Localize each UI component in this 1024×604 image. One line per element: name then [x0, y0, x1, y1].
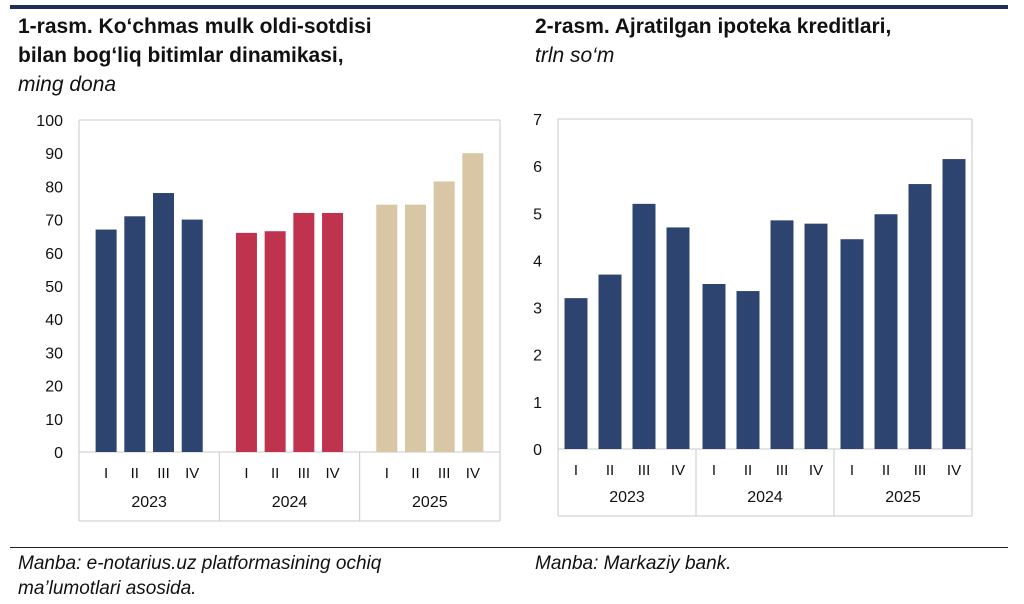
left-bar	[235, 232, 257, 452]
right-y-tick-label: 7	[533, 112, 542, 129]
right-source-line-1: Manba: Markaziy bank.	[535, 553, 732, 574]
left-title-line-1: 1-rasm. Ko‘chmas mulk oldi-sotdisi	[18, 15, 372, 38]
left-bar	[153, 193, 175, 453]
right-x-tick-label: IV	[947, 462, 961, 479]
right-x-tick-label: I	[712, 462, 716, 479]
right-bar	[632, 203, 656, 449]
right-bar	[874, 214, 898, 449]
left-source: Manba: e-notarius.uz platformasining och…	[18, 551, 381, 601]
left-x-tick-label: III	[157, 465, 170, 482]
right-bar	[598, 274, 622, 449]
left-y-tick-label: 60	[45, 246, 63, 263]
left-y-tick-label: 30	[45, 345, 63, 362]
left-y-tick-label: 90	[45, 146, 63, 163]
left-y-tick-label: 40	[45, 312, 63, 329]
right-bar	[840, 239, 864, 449]
right-y-tick-label: 3	[533, 301, 542, 318]
left-y-tick-label: 20	[45, 379, 63, 396]
left-bar	[376, 204, 398, 452]
left-bar	[433, 181, 455, 453]
left-bar	[264, 231, 286, 452]
right-title-line-1: 2-rasm. Ajratilgan ipoteka kreditlari,	[535, 15, 892, 38]
right-bar	[666, 227, 690, 449]
left-y-tick-label: 10	[45, 412, 63, 429]
left-bar	[404, 204, 426, 452]
left-y-tick-label: 80	[45, 179, 63, 196]
right-bar	[564, 298, 588, 449]
right-y-tick-label: 0	[533, 442, 542, 459]
left-x-tick-label: II	[411, 465, 419, 482]
left-year-label: 2025	[412, 494, 448, 511]
left-x-tick-label: II	[271, 465, 279, 482]
left-x-tick-label: I	[244, 465, 248, 482]
right-x-tick-label: II	[744, 462, 752, 479]
right-x-tick-label: IV	[671, 462, 685, 479]
left-source-line-1: Manba: e-notarius.uz platformasining och…	[18, 553, 382, 574]
right-y-tick-label: 5	[533, 206, 542, 223]
left-bar	[124, 216, 146, 452]
right-x-tick-label: II	[606, 462, 614, 479]
right-x-tick-label: III	[914, 462, 927, 479]
right-y-tick-label: 1	[533, 395, 542, 412]
left-x-tick-label: III	[438, 465, 451, 482]
left-bar	[293, 212, 315, 452]
left-year-label: 2023	[131, 494, 167, 511]
left-x-tick-label: IV	[325, 465, 339, 482]
right-figure: 2-rasm. Ajratilgan ipoteka kreditlari, t…	[515, 0, 1024, 604]
right-y-tick-label: 6	[533, 159, 542, 176]
right-x-tick-label: III	[638, 462, 651, 479]
left-title: 1-rasm. Ko‘chmas mulk oldi-sotdisi bilan…	[18, 12, 372, 99]
right-year-label: 2023	[609, 489, 645, 506]
left-figure: 1-rasm. Ko‘chmas mulk oldi-sotdisi bilan…	[18, 12, 501, 601]
right-bar	[702, 284, 726, 449]
right-x-tick-label: IV	[809, 462, 823, 479]
bottom-rule	[10, 547, 1008, 548]
right-year-label: 2025	[885, 489, 921, 506]
left-x-tick-label: II	[131, 465, 139, 482]
right-bar	[736, 291, 760, 449]
right-title: 2-rasm. Ajratilgan ipoteka kreditlari, t…	[535, 12, 891, 70]
left-x-tick-label: IV	[466, 465, 480, 482]
top-rule	[10, 5, 1008, 9]
left-y-tick-label: 50	[45, 279, 63, 296]
left-x-tick-label: III	[298, 465, 311, 482]
right-unit: trln so‘m	[535, 44, 615, 67]
left-y-tick-label: 0	[54, 445, 63, 462]
left-unit: ming dona	[18, 73, 117, 96]
right-x-tick-label: I	[850, 462, 854, 479]
right-y-tick-label: 2	[533, 348, 542, 365]
left-bar	[462, 153, 484, 452]
left-bar	[322, 212, 344, 452]
left-y-tick-label: 100	[36, 113, 63, 130]
left-y-tick-label: 70	[45, 213, 63, 230]
right-bar	[908, 184, 932, 450]
right-bar	[942, 159, 966, 450]
left-bar	[95, 229, 117, 452]
right-source: Manba: Markaziy bank.	[535, 551, 731, 576]
left-year-label: 2024	[272, 494, 308, 511]
right-bar	[770, 220, 794, 449]
right-y-tick-label: 4	[533, 253, 542, 270]
left-source-line-2: ma’lumotlari asosida.	[18, 578, 197, 599]
right-x-tick-label: II	[882, 462, 890, 479]
left-x-tick-label: IV	[185, 465, 199, 482]
right-x-tick-label: I	[574, 462, 578, 479]
left-bar	[181, 219, 203, 452]
right-year-label: 2024	[747, 489, 783, 506]
left-title-line-2: bilan bog‘liq bitimlar dinamikasi,	[18, 44, 344, 67]
right-bar	[804, 223, 828, 449]
right-x-tick-label: III	[776, 462, 789, 479]
left-x-tick-label: I	[385, 465, 389, 482]
left-x-tick-label: I	[104, 465, 108, 482]
